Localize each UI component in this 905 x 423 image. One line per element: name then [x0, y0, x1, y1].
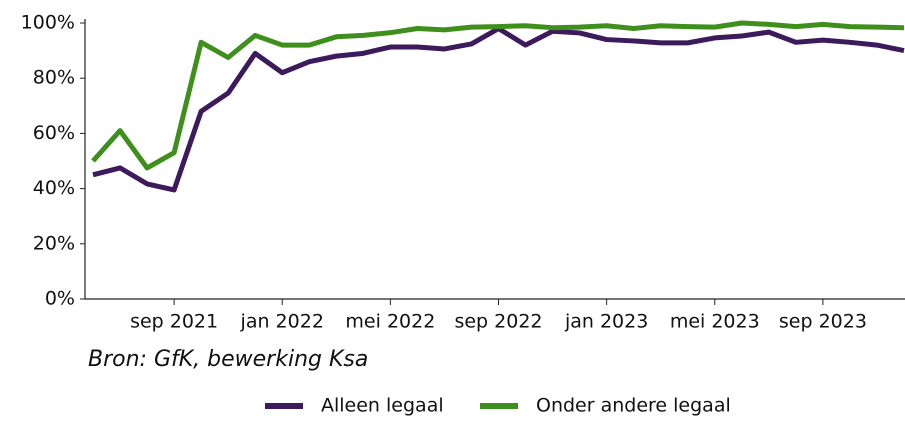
- x-tick-label: sep 2023: [779, 311, 867, 333]
- legend-label: Alleen legaal: [321, 395, 444, 417]
- y-tick-label: 0%: [45, 288, 75, 310]
- x-tick-label: mei 2023: [670, 311, 760, 333]
- y-tick-label: 100%: [21, 12, 75, 34]
- y-tick-label: 40%: [33, 177, 75, 199]
- legend-label: Onder andere legaal: [536, 395, 731, 417]
- x-tick-label: sep 2021: [130, 311, 218, 333]
- x-tick-label: jan 2022: [240, 311, 324, 333]
- y-tick-label: 60%: [33, 122, 75, 144]
- series-line: [91, 20, 905, 171]
- y-tick-label: 20%: [33, 232, 75, 254]
- x-tick-label: jan 2023: [564, 311, 648, 333]
- source-note: Bron: GfK, bewerking Ksa: [88, 347, 368, 372]
- x-tick-label: sep 2022: [454, 311, 542, 333]
- y-tick-label: 80%: [33, 67, 75, 89]
- x-tick-label: mei 2022: [345, 311, 435, 333]
